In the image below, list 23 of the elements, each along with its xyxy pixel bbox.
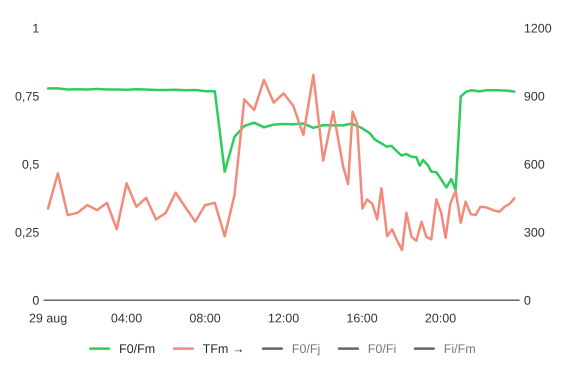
x-tick-label: 04:00	[111, 314, 142, 323]
y-tick-label: 0,5	[22, 160, 39, 170]
y2-tick-label: 1200	[524, 24, 552, 33]
legend-label: F0/Fm	[120, 344, 154, 354]
y-tick-label: 1	[33, 24, 39, 32]
x-tick-label: 29 aug	[30, 314, 66, 325]
x-tick-label: 20:00	[426, 314, 456, 323]
y-tick-label: 0	[32, 296, 39, 305]
x-tick-label: 16:00	[347, 314, 378, 323]
legend-label: F0/Fi	[368, 344, 396, 354]
y2-tick-label: 300	[524, 228, 544, 237]
y2-tick-label: 0	[524, 296, 530, 305]
legend-label: Fi/Fm	[444, 344, 475, 354]
legend-label: TFm →	[202, 344, 242, 353]
line-series	[46, 74, 516, 252]
line-series	[46, 87, 516, 192]
y2-tick-label: 900	[524, 92, 544, 101]
y2-tick-label: 600	[524, 160, 544, 169]
x-tick-label: 12:00	[268, 314, 299, 323]
y-tick-label: 0,25	[15, 228, 39, 238]
legend-label: F0/Fj	[292, 344, 320, 356]
y-tick-label: 0,75	[15, 92, 39, 102]
x-tick-label: 08:00	[190, 314, 220, 323]
